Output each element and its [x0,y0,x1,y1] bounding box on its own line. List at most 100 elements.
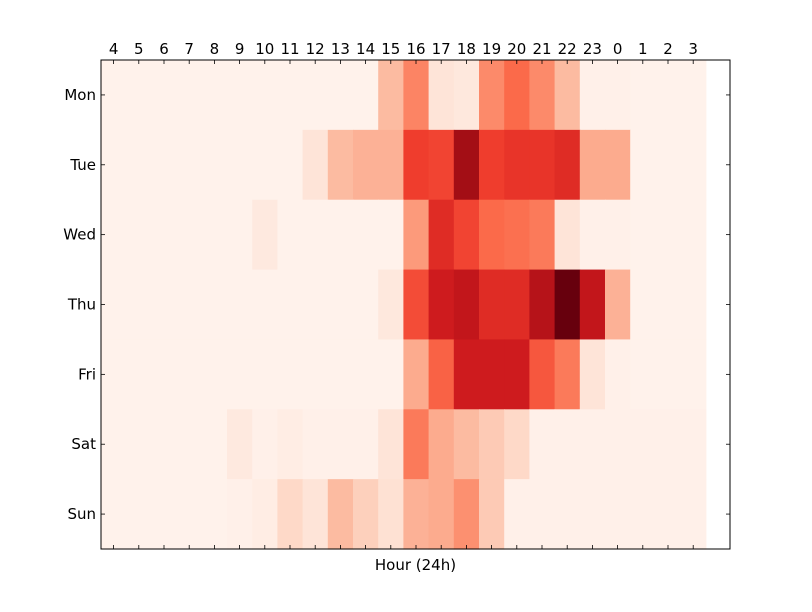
heatmap-cell [378,339,404,410]
heatmap-cell [227,269,253,341]
x-tick-label: 2 [663,40,673,58]
heatmap-cell [605,339,631,410]
heatmap-cell [353,409,379,480]
heatmap-cell [479,60,505,131]
y-tick-label: Sun [67,505,96,523]
heatmap-cell [579,129,606,201]
heatmap-cell [554,269,581,341]
x-tick-label: 12 [306,40,325,58]
heatmap-cell [529,129,556,201]
heatmap-cell [605,479,631,550]
x-tick-label: 16 [406,40,425,58]
heatmap-cell [529,60,556,131]
heatmap-cell [353,60,379,131]
heatmap-cell [277,269,304,341]
heatmap-cell [403,199,430,271]
x-tick-label: 15 [381,40,400,58]
x-axis-label: Hour (24h) [375,556,456,574]
heatmap-cell [453,60,480,131]
heatmap-cell [579,479,606,550]
heatmap-cell [353,479,379,550]
heatmap-cell [579,409,606,480]
x-tick-label: 13 [331,40,350,58]
heatmap-cell [101,339,127,410]
heatmap-cell [126,339,152,410]
heatmap-cell [176,409,203,480]
heatmap-cell [353,129,379,201]
heatmap-cell [680,199,707,271]
heatmap-cell [277,409,304,480]
heatmap-cell [378,269,404,341]
heatmap-cell [428,479,455,550]
heatmap-cell [529,409,556,480]
heatmap-cell [504,409,530,480]
heatmap-cell [554,409,581,480]
heatmap-cell [227,60,253,131]
heatmap-cell [227,409,253,480]
x-tick-label: 17 [432,40,451,58]
heatmap-cell [101,199,127,271]
x-tick-label: 8 [210,40,220,58]
heatmap-cell [126,60,152,131]
heatmap-cell [327,269,354,341]
heatmap-cell [655,409,682,480]
x-tick-label: 21 [532,40,551,58]
heatmap-cell [126,199,152,271]
heatmap-cell [680,129,707,201]
heatmap-cell [529,339,556,410]
heatmap-cell [201,129,228,201]
heatmap-cell [252,409,278,480]
heatmap-cell [277,199,304,271]
y-tick-label: Mon [64,86,96,104]
x-tick-label: 7 [184,40,194,58]
heatmap-cell [453,339,480,410]
heatmap-cell [554,479,581,550]
heatmap-cell [302,269,329,341]
heatmap-cell [302,409,329,480]
heatmap-cell [227,339,253,410]
x-tick-label: 23 [583,40,602,58]
heatmap-cell [353,269,379,341]
heatmap-cell [554,199,581,271]
heatmap-cell [479,199,505,271]
x-tick-label: 18 [457,40,476,58]
heatmap-cell [403,479,430,550]
heatmap-cell [428,269,455,341]
y-tick-label: Fri [78,365,96,383]
heatmap-cell [479,409,505,480]
heatmap-cell [630,199,656,271]
heatmap-cell [403,60,430,131]
heatmap-cell [201,409,228,480]
heatmap-cell [378,60,404,131]
heatmap-cell [101,409,127,480]
heatmap-cells [101,60,707,550]
heatmap-cell [327,479,354,550]
heatmap-cell [151,129,178,201]
heatmap-cell [126,269,152,341]
heatmap-cell [504,60,530,131]
heatmap-cell [453,269,480,341]
heatmap-cell [428,60,455,131]
x-tick-label: 19 [482,40,501,58]
heatmap-cell [428,409,455,480]
heatmap-cell [101,60,127,131]
heatmap-cell [428,199,455,271]
heatmap-cell [403,339,430,410]
heatmap-cell [176,269,203,341]
heatmap-cell [479,129,505,201]
x-tick-label: 20 [507,40,526,58]
heatmap-cell [453,479,480,550]
heatmap-cell [151,339,178,410]
heatmap-cell [378,409,404,480]
x-tick-labels: 4 5 6 7 8 9 10 11 12 13 14 15 16 17 18 19 20 21 22 23 0 1 2 3 [109,40,698,58]
heatmap-cell [252,199,278,271]
heatmap-cell [151,269,178,341]
y-tick-label: Thu [67,296,96,314]
heatmap-cell [655,269,682,341]
heatmap-cell [630,129,656,201]
x-tick-label: 3 [688,40,698,58]
heatmap-cell [327,129,354,201]
heatmap-cell [655,129,682,201]
heatmap-cell [680,269,707,341]
heatmap-cell [680,409,707,480]
